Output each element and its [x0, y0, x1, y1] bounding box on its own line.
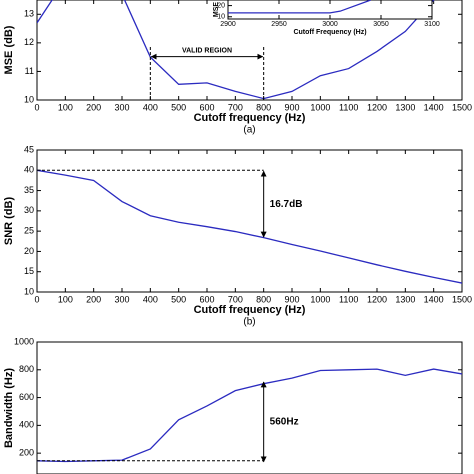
caption: (a)	[243, 125, 255, 136]
x-tick-label: 600	[199, 294, 214, 304]
x-tick-label: 400	[143, 102, 158, 112]
x-axis-label: Cutoff frequency (Hz)	[194, 112, 306, 124]
y-axis-label: SNR (dB)	[3, 197, 15, 246]
x-tick-label: 0	[34, 102, 39, 112]
x-tick-label: 500	[171, 294, 186, 304]
inset-chart: 10 20 2900 2950 3000 3050 3100 Cutoff Frequency…	[213, 0, 440, 36]
x-tick-label: 1400	[424, 294, 444, 304]
y-tick-label: 20	[24, 246, 34, 256]
x-tick-label: 500	[171, 102, 186, 112]
x-tick-label: 900	[284, 294, 299, 304]
y-tick-label: 600	[19, 392, 34, 402]
x-axis-label: Cutoff Frequency (Hz)	[293, 29, 366, 36]
y-tick-label: 13	[24, 9, 34, 19]
x-tick-label: 1100	[339, 294, 358, 304]
y-tick-label: 10	[24, 286, 34, 296]
plot-area	[36, 149, 463, 293]
y-axis-label: MSE	[213, 2, 220, 18]
y-tick-label: 25	[24, 226, 34, 236]
y-tick-label: 20	[217, 2, 225, 9]
annotation: 16.7dB	[270, 199, 303, 210]
x-tick-label: 600	[199, 102, 214, 112]
x-tick-label: 1100	[339, 102, 358, 112]
x-tick-label: 800	[256, 102, 271, 112]
x-tick-label: 3000	[322, 21, 338, 28]
y-tick-label: 10	[24, 94, 34, 104]
x-tick-label: 1500	[452, 294, 472, 304]
annotation: VALID REGION	[182, 47, 232, 54]
x-tick-label: 1000	[310, 102, 330, 112]
x-tick-label: 1300	[395, 294, 415, 304]
x-tick-label: 200	[86, 294, 101, 304]
x-tick-label: 900	[284, 102, 299, 112]
y-tick-label: 400	[19, 420, 34, 430]
y-tick-label: 35	[24, 185, 34, 195]
y-axis-label: MSE (dB)	[3, 25, 15, 74]
x-tick-label: 300	[114, 102, 129, 112]
x-tick-label: 0	[34, 294, 39, 304]
y-tick-label: 30	[24, 205, 34, 215]
y-axis-label: Bandwidth (Hz)	[3, 368, 15, 448]
y-tick-label: 10	[217, 14, 225, 21]
chart: 10 15 20 25 30 35 40 45 0 100 200 300 400 500 600 700 80…	[3, 144, 472, 327]
annotation: 560Hz	[270, 417, 299, 428]
y-tick-label: 1000	[14, 336, 34, 346]
data-line	[228, 0, 372, 14]
x-tick-label: 200	[86, 102, 101, 112]
x-tick-label: 2950	[271, 21, 287, 28]
y-tick-label: 800	[19, 364, 34, 374]
x-tick-label: 300	[114, 294, 129, 304]
chart: 10 11 12 13 0 100 200 300 400 500 600 700 800 900 1000…	[3, 0, 472, 136]
x-tick-label: 100	[58, 294, 73, 304]
x-tick-label: 3100	[424, 21, 440, 28]
x-tick-label: 700	[228, 294, 243, 304]
x-tick-label: 3050	[373, 21, 389, 28]
x-tick-label: 1400	[424, 102, 444, 112]
x-tick-label: 1500	[452, 102, 472, 112]
y-tick-label: 11	[25, 66, 34, 76]
data-line	[37, 169, 462, 284]
x-tick-label: 1200	[367, 294, 387, 304]
x-tick-label: 400	[143, 294, 158, 304]
chart: 200 400 600 800 1000 Bandwidth (Hz) 560Hz	[3, 336, 463, 474]
x-tick-label: 2900	[220, 21, 236, 28]
x-axis-label: Cutoff frequency (Hz)	[194, 304, 306, 316]
y-tick-label: 12	[24, 37, 34, 47]
x-tick-label: 1000	[310, 294, 330, 304]
x-tick-label: 100	[58, 102, 73, 112]
y-tick-label: 40	[24, 165, 34, 175]
x-tick-label: 1300	[395, 102, 415, 112]
y-tick-label: 45	[24, 144, 34, 154]
y-tick-label: 15	[24, 266, 34, 276]
x-tick-label: 800	[256, 294, 271, 304]
x-tick-label: 700	[228, 102, 243, 112]
data-line	[37, 0, 435, 100]
caption: (b)	[243, 317, 255, 328]
plot-area	[36, 341, 463, 474]
x-tick-label: 1200	[367, 102, 387, 112]
y-tick-label: 200	[19, 448, 34, 458]
